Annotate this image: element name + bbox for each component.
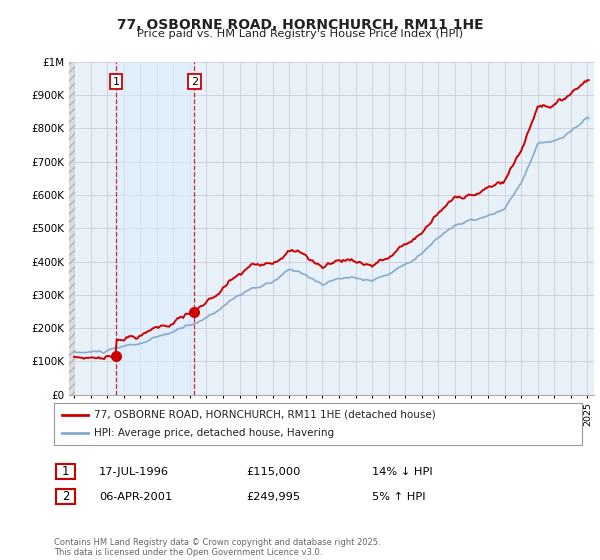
Text: £249,995: £249,995 bbox=[246, 492, 300, 502]
Bar bbox=[56, 464, 75, 479]
Text: Contains HM Land Registry data © Crown copyright and database right 2025.
This d: Contains HM Land Registry data © Crown c… bbox=[54, 538, 380, 557]
Bar bbox=[116, 62, 194, 395]
Text: 1: 1 bbox=[113, 77, 119, 87]
Text: 14% ↓ HPI: 14% ↓ HPI bbox=[372, 466, 433, 477]
Text: 17-JUL-1996: 17-JUL-1996 bbox=[99, 466, 169, 477]
Text: 1: 1 bbox=[62, 465, 69, 478]
Bar bbox=[56, 489, 75, 504]
Text: £115,000: £115,000 bbox=[246, 466, 301, 477]
Text: HPI: Average price, detached house, Havering: HPI: Average price, detached house, Have… bbox=[94, 428, 334, 438]
FancyBboxPatch shape bbox=[54, 403, 582, 445]
Text: 77, OSBORNE ROAD, HORNCHURCH, RM11 1HE (detached house): 77, OSBORNE ROAD, HORNCHURCH, RM11 1HE (… bbox=[94, 410, 436, 420]
Text: 2: 2 bbox=[191, 77, 198, 87]
Text: 2: 2 bbox=[62, 490, 69, 503]
Text: Price paid vs. HM Land Registry's House Price Index (HPI): Price paid vs. HM Land Registry's House … bbox=[137, 29, 463, 39]
Text: 5% ↑ HPI: 5% ↑ HPI bbox=[372, 492, 425, 502]
Bar bbox=[69, 62, 75, 395]
Text: 06-APR-2001: 06-APR-2001 bbox=[99, 492, 172, 502]
Text: 77, OSBORNE ROAD, HORNCHURCH, RM11 1HE: 77, OSBORNE ROAD, HORNCHURCH, RM11 1HE bbox=[116, 18, 484, 32]
